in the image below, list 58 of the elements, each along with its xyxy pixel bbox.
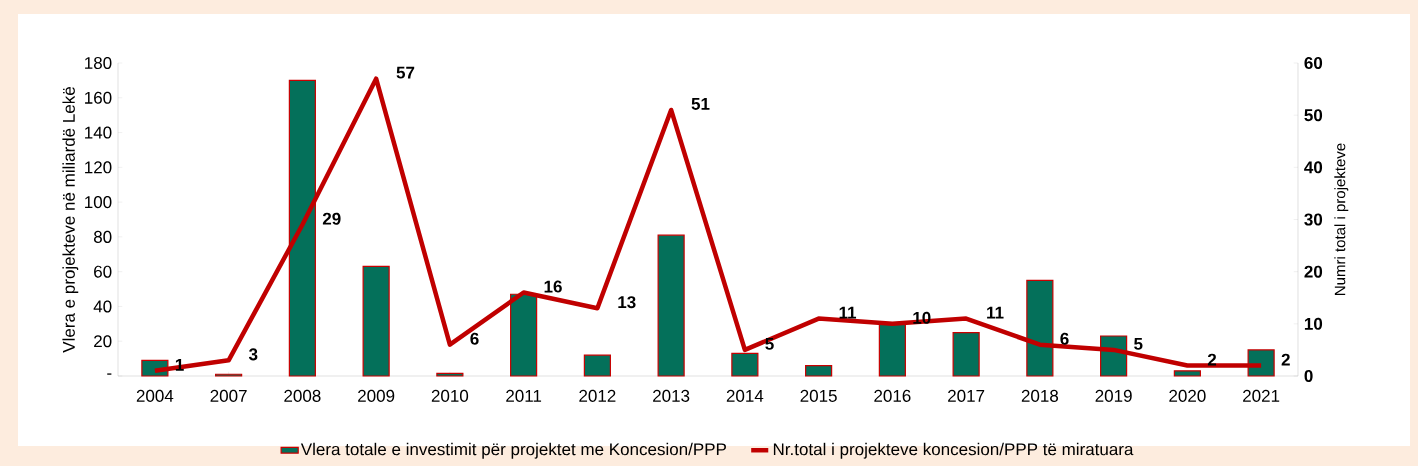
y2-tick-label: 40	[1304, 161, 1323, 174]
x-tick-label: 2010	[431, 389, 469, 402]
y-tick-label: 100	[85, 196, 112, 209]
bar	[1173, 370, 1201, 377]
y-tick-label: -	[107, 373, 112, 375]
y-tick-label: 180	[85, 56, 112, 70]
x-tick-label: 2021	[1243, 389, 1280, 402]
data-label: 2	[1207, 353, 1217, 366]
x-tick-label: 2012	[579, 389, 616, 402]
y-tick-label: 160	[85, 91, 112, 104]
x-tick-label: 2009	[358, 389, 395, 402]
data-label: 6	[1060, 332, 1069, 345]
x-tick-label: 2020	[1169, 389, 1206, 402]
y-tick-label: 80	[93, 230, 112, 243]
x-tick-label: 2015	[800, 389, 837, 402]
x-tick-label: 2019	[1095, 389, 1132, 402]
legend-label: Vlera totale e investimit për projektet me Koncesion/PPP	[300, 442, 726, 459]
data-label: 3	[248, 348, 258, 361]
x-tick-label: 2007	[210, 389, 247, 402]
y-tick-label: 20	[94, 335, 112, 348]
data-label: 13	[618, 296, 636, 309]
data-label: 16	[544, 280, 562, 293]
x-tick-label: 2014	[726, 389, 764, 402]
y2-axis-title: Numri total i projekteve	[1334, 143, 1349, 295]
legend-label: Nr.total i projekteve koncesion/PPP të miratuara	[773, 442, 1134, 459]
x-tick-label: 2013	[653, 389, 690, 402]
x-tick-label: 2008	[284, 389, 321, 402]
x-tick-label: 2011	[506, 389, 542, 402]
y2-tick-label: 10	[1304, 317, 1323, 330]
y-tick-label: 60	[94, 265, 112, 278]
y2-tick-label: 60	[1304, 56, 1323, 70]
x-tick-label: 2017	[948, 389, 985, 402]
bar	[805, 364, 833, 377]
data-label: 5	[765, 337, 774, 350]
y-tick-label: 120	[85, 161, 112, 174]
data-label: 57	[396, 66, 415, 79]
data-label: 5	[1134, 337, 1143, 350]
x-tick-label: 2004	[136, 389, 174, 402]
y-tick-label: 140	[85, 126, 112, 139]
data-label: 2	[1281, 353, 1290, 366]
data-label: 6	[470, 332, 479, 345]
data-label: 29	[322, 212, 341, 225]
bar	[952, 331, 980, 377]
y-axis-title: Vlera e projekteve në miliardë Lekë	[62, 87, 79, 353]
y2-tick-label: 20	[1304, 265, 1323, 278]
y2-tick-label: 50	[1304, 109, 1323, 122]
bar	[583, 354, 611, 377]
data-label: 11	[987, 306, 1004, 319]
x-tick-label: 2018	[1021, 389, 1059, 402]
x-tick-label: 2016	[874, 389, 911, 402]
y2-tick-label: 30	[1304, 213, 1323, 226]
y2-tick-label: 0	[1304, 369, 1313, 383]
bar	[657, 234, 685, 377]
data-label: 51	[691, 98, 710, 110]
y-tick-label: 40	[93, 300, 112, 313]
data-label: 11	[839, 306, 857, 319]
bar	[436, 372, 464, 377]
bar	[362, 265, 390, 377]
